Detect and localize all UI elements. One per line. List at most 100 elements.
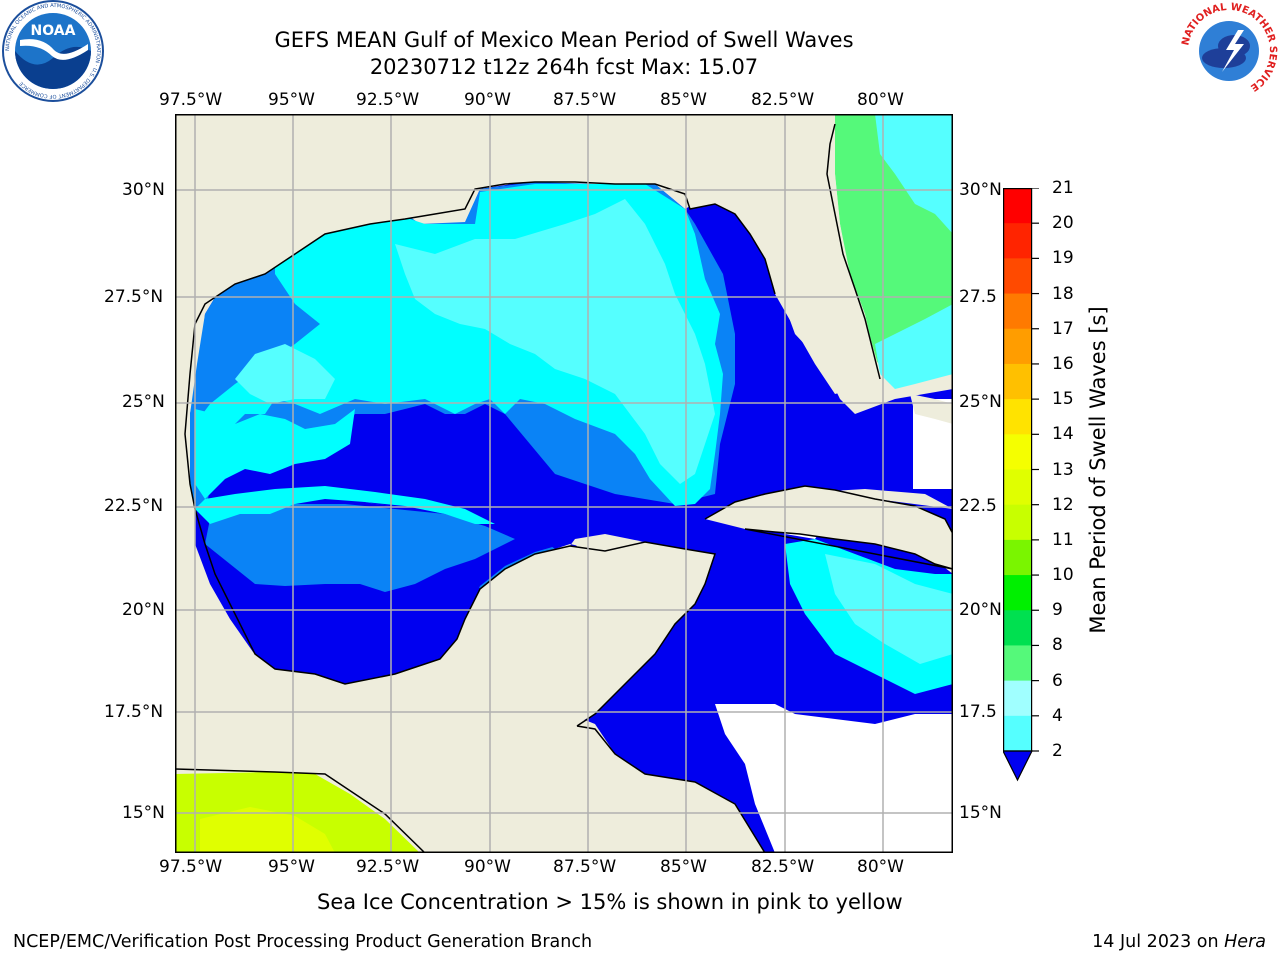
colorbar-tick-label: 11 [1052,529,1074,550]
land-bahamas [910,394,953,424]
colorbar-tick-label: 6 [1052,670,1063,691]
lat-label: 22.5°N [104,496,164,516]
colorbar-border [1003,188,1033,752]
colorbar-block [1003,610,1032,646]
us-gulf-coastline [826,123,881,380]
lat-label: 17.5°N [104,702,164,722]
colorbar-blocks [1003,188,1032,752]
colorbar-tick-label: 2 [1052,741,1063,761]
colorbar-block [1003,363,1032,400]
lat-label: 30°N [122,180,165,200]
central-america-coastline [576,725,766,853]
colorbar-block [1003,645,1032,682]
campeche-band-4-6 [205,504,515,592]
land-yucatan [570,539,715,724]
colorbar-tick-label: 20 [1052,213,1074,234]
colorbar-block [1003,434,1032,470]
lon-label: 85°W [660,857,707,877]
colorbar-block [1003,575,1032,611]
colorbar-tick-label: 18 [1052,283,1074,304]
lon-label: 80°W [857,90,904,110]
lat-label: 15°N [959,803,1002,823]
caribbean-band-8-9 [825,554,953,664]
colorbar-tick-label: 16 [1052,353,1074,374]
footer-date: 14 Jul 2023 on Hera [1092,932,1266,952]
chart-subtitle: 20230712 t12z 264h fcst Max: 15.07 [369,55,759,79]
colorbar-block [1003,399,1032,435]
lat-label: 27.5 [959,287,997,307]
colorbar-block [1003,539,1032,576]
colorbar-tick-label: 21 [1052,178,1074,198]
colorbar-tick-label: 13 [1052,459,1074,480]
lat-label: 30°N [959,180,1002,200]
lon-label: 95°W [268,857,315,877]
nws-logo-icon: NATIONAL WEATHER SERVICE [1180,2,1278,100]
colorbar [1003,188,1039,782]
colorbar-block [1003,223,1032,259]
lat-label: 25°N [959,392,1002,412]
colorbar-block [1003,188,1032,224]
lon-label: 90°W [464,857,511,877]
lat-label: 22.5 [959,496,997,516]
colorbar-tick-label: 19 [1052,248,1074,269]
colorbar-block [1003,715,1032,752]
noaa-logo-icon: NATIONAL OCEANIC AND ATMOSPHERIC ADMINIS… [2,0,104,102]
gulf-coastline [184,181,776,727]
lon-label: 87.5°W [553,90,617,110]
western-gulf-band-6-8 [195,409,355,499]
colorbar-block [1003,293,1032,330]
atlantic-band-8-9-south [875,304,953,389]
lon-label: 97.5°W [159,90,223,110]
colorbar-axis-label: Mean Period of Swell Waves [s] [1086,306,1110,634]
lon-label: 82.5°W [751,90,815,110]
lat-label: 15°N [122,803,165,823]
chart-title: GEFS MEAN Gulf of Mexico Mean Period of … [274,28,854,52]
lat-label: 17.5 [959,702,997,722]
map-border [175,114,953,853]
land-florida [750,184,881,392]
footer-host: Hera [1224,932,1266,952]
graticule [175,114,953,853]
colorbar-block [1003,680,1032,717]
west-gulf-band-8-9 [235,344,335,404]
colorbar-tick-label: 10 [1052,565,1074,586]
colorbar-ticks [1032,188,1039,752]
central-gulf-band-8-9 [395,199,715,484]
colorbar-tick-label: 4 [1052,705,1063,726]
sea-ice-caption: Sea Ice Concentration > 15% is shown in … [317,890,903,914]
footer-date-text: 14 Jul 2023 on [1092,932,1225,952]
colorbar-tick-label: 17 [1052,318,1074,339]
colorbar-block [1003,504,1032,541]
lon-label: 97.5°W [159,857,223,877]
colorbar-block [1003,328,1032,365]
colorbar-block [1003,469,1032,506]
colorbar-tick-label: 12 [1052,494,1074,515]
atlantic-band-8-9 [875,114,953,234]
lon-label: 95°W [268,90,315,110]
lat-label: 27.5°N [104,287,164,307]
footer-credit: NCEP/EMC/Verification Post Processing Pr… [13,932,593,952]
lat-label: 20°N [959,600,1002,620]
lon-label: 92.5°W [356,857,420,877]
colorbar-tick-label: 15 [1052,389,1074,410]
lon-label: 80°W [857,857,904,877]
lon-label: 92.5°W [356,90,420,110]
lat-label: 20°N [122,600,165,620]
lat-label: 25°N [122,392,165,412]
colorbar-tick-label: 8 [1052,635,1063,656]
lon-label: 87.5°W [553,857,617,877]
lon-label: 85°W [660,90,707,110]
no-data-caribbean-south [715,704,953,853]
noaa-wordmark: NOAA [31,23,76,39]
lon-label: 82.5°W [751,857,815,877]
colorbar-tick-label: 9 [1052,600,1063,621]
colorbar-extend-arrow [1003,750,1033,782]
gulf-map [175,114,953,853]
land-hispaniola-edge [935,534,953,574]
campeche-band-6-8 [195,486,495,524]
cuba-coastline [704,485,953,570]
colorbar-tick-label: 14 [1052,424,1074,445]
lon-label: 90°W [464,90,511,110]
colorbar-block [1003,258,1032,295]
pacific-ocean-13-14 [200,807,335,853]
